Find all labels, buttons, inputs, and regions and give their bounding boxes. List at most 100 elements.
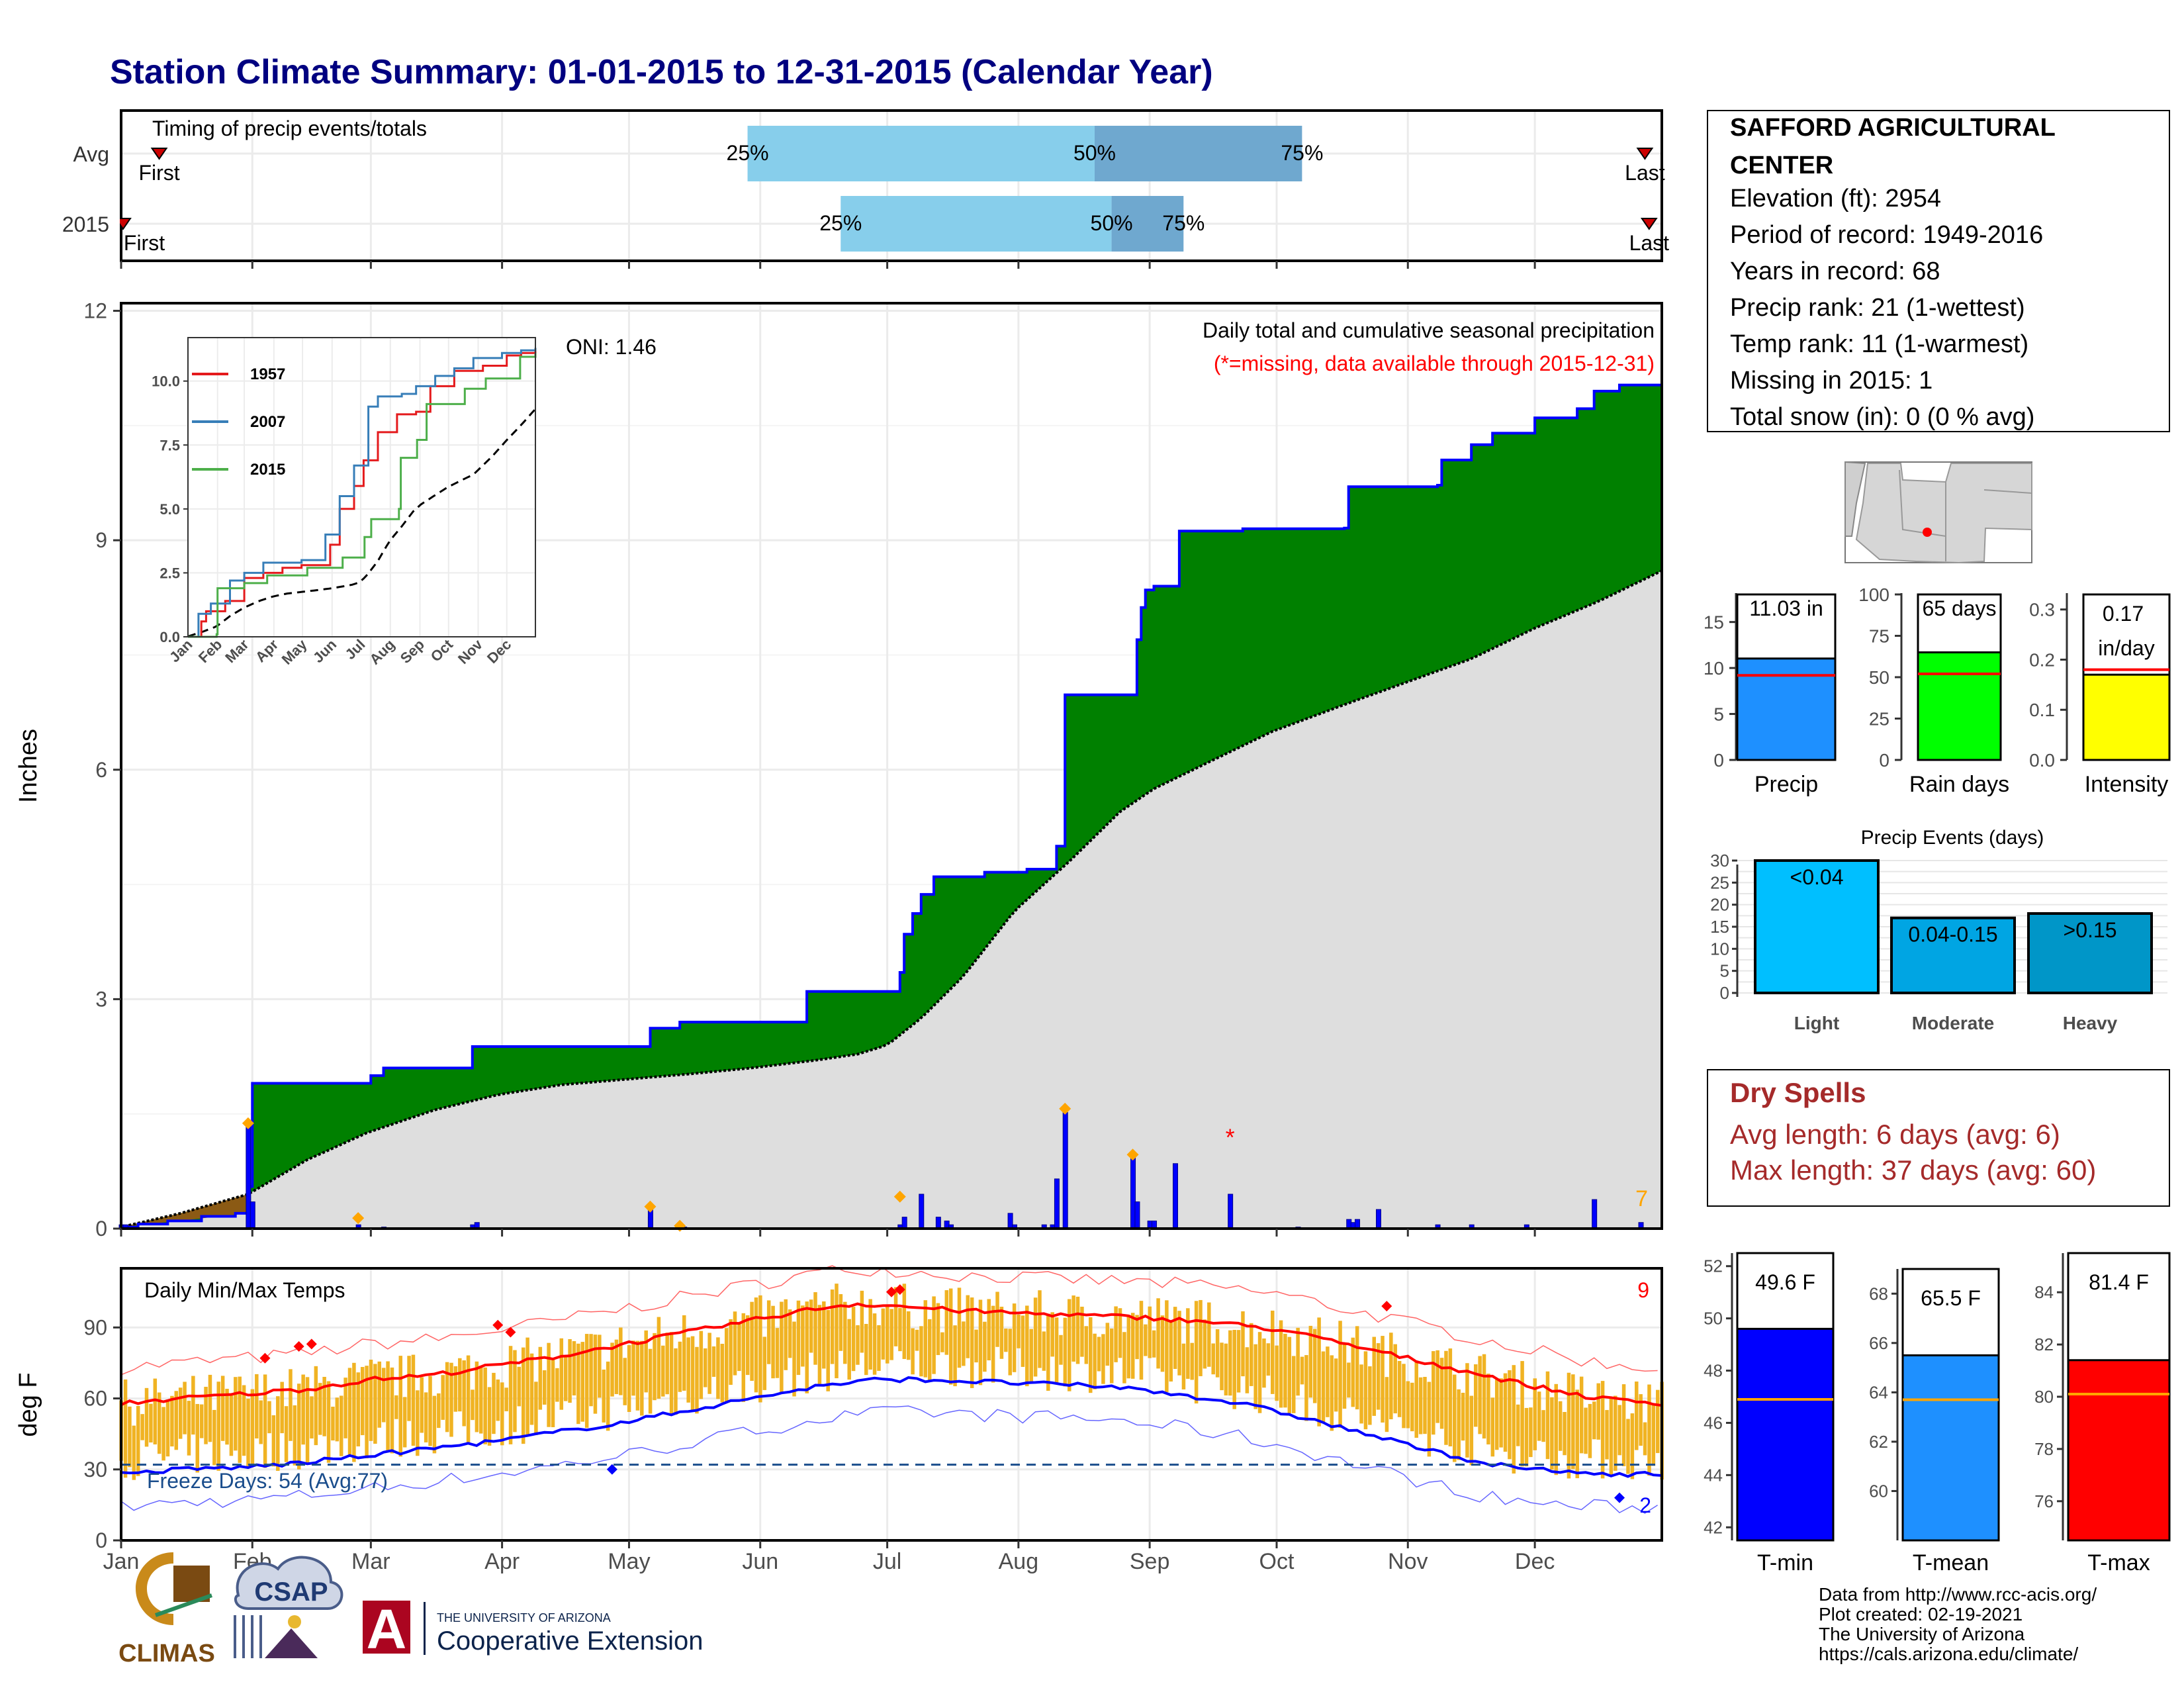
daily-temp-range-bar xyxy=(1177,1311,1181,1376)
record-high-line xyxy=(120,1265,1658,1376)
daily-temp-range-bar xyxy=(149,1403,153,1443)
daily-temp-range-bar xyxy=(619,1327,623,1395)
temp-summary-label: T-min xyxy=(1757,1550,1813,1575)
daily-temp-range-bar xyxy=(347,1368,352,1455)
daily-temp-range-bar xyxy=(1122,1332,1126,1383)
daily-temp-range-bar xyxy=(974,1329,978,1363)
main-y-tick-label: 12 xyxy=(83,299,107,323)
daily-temp-range-bar xyxy=(1432,1351,1435,1435)
credit-line: The University of Arizona xyxy=(1819,1624,2025,1644)
temp-summary-y-tick-label: 48 xyxy=(1704,1361,1723,1381)
daily-temp-range-bar xyxy=(1381,1336,1385,1423)
daily-temp-range-bar xyxy=(407,1356,411,1421)
daily-temp-range-bar xyxy=(255,1374,259,1439)
daily-temp-range-bar xyxy=(547,1342,551,1427)
daily-temp-range-bar xyxy=(153,1378,158,1445)
daily-temp-range-bar xyxy=(1097,1336,1101,1372)
temp-summary-label: T-mean xyxy=(1913,1550,1989,1575)
below-average-area xyxy=(121,1194,248,1227)
daily-temp-range-bar xyxy=(987,1299,991,1361)
last-event-label: Last xyxy=(1625,161,1665,185)
daily-temp-range-bar xyxy=(762,1336,767,1390)
daily-temp-range-bar xyxy=(598,1335,602,1398)
temp-summary-y-tick-label: 84 xyxy=(2034,1282,2054,1302)
summary-y-tick-label: 0.1 xyxy=(2029,700,2055,720)
daily-temp-range-bar xyxy=(678,1341,682,1392)
daily-temp-range-bar xyxy=(1236,1330,1241,1393)
daily-temp-range-bar xyxy=(970,1297,974,1388)
first-event-label: First xyxy=(124,231,165,255)
daily-temp-range-bar xyxy=(690,1336,695,1411)
daily-temp-range-bar xyxy=(1156,1298,1160,1369)
daily-temp-range-bar xyxy=(500,1382,504,1446)
daily-temp-range-bar xyxy=(1266,1343,1271,1376)
daily-temp-range-bar xyxy=(593,1335,598,1414)
summary-y-tick-label: 0.3 xyxy=(2029,600,2055,620)
daily-temp-range-bar xyxy=(796,1300,801,1376)
daily-temp-range-bar xyxy=(1199,1299,1203,1376)
inset-line-2007 xyxy=(188,348,537,638)
daily-temp-range-bar xyxy=(538,1346,543,1410)
daily-temp-range-bar xyxy=(1160,1315,1165,1372)
daily-temp-range-bar xyxy=(940,1332,944,1352)
main-panel-title-line1: Daily total and cumulative seasonal prec… xyxy=(1203,318,1655,342)
summary-bar-value xyxy=(1736,657,1837,761)
csap-logo-text: CSAP xyxy=(254,1577,328,1607)
daily-temp-range-bar xyxy=(724,1328,729,1402)
daily-temp-range-bar xyxy=(1617,1405,1621,1456)
ua-logo-letter: A xyxy=(367,1598,407,1660)
daily-temp-range-bar xyxy=(1499,1378,1503,1448)
daily-temp-range-bar xyxy=(1359,1364,1363,1424)
daily-temp-range-bar xyxy=(1600,1381,1605,1479)
daily-temp-range-bar xyxy=(1596,1383,1600,1440)
inches-axis-label: Inches xyxy=(15,729,42,803)
temp-summary-y-tick-label: 44 xyxy=(1704,1465,1723,1485)
daily-temp-range-bar xyxy=(886,1305,889,1364)
daily-temp-range-bar xyxy=(1651,1405,1656,1466)
daily-temp-range-bar xyxy=(898,1307,902,1352)
timing-q50-label: 50% xyxy=(1073,141,1116,165)
record-precip-marker xyxy=(352,1212,365,1225)
last-event-label: Last xyxy=(1629,231,1670,255)
daily-temp-range-bar xyxy=(771,1305,775,1379)
daily-temp-range-bar xyxy=(199,1404,204,1438)
daily-temp-range-bar xyxy=(1626,1419,1630,1474)
daily-temp-range-bar xyxy=(640,1340,644,1416)
daily-temp-range-bar xyxy=(280,1382,284,1434)
daily-temp-range-bar xyxy=(373,1364,377,1444)
daily-temp-range-bar xyxy=(733,1311,737,1376)
daily-temp-range-bar xyxy=(627,1345,631,1412)
events-y-tick-label: 25 xyxy=(1710,872,1729,892)
daily-temp-range-bar xyxy=(1334,1358,1338,1412)
daily-temp-range-bar xyxy=(559,1338,564,1410)
daily-temp-range-bar xyxy=(602,1370,606,1423)
daily-temp-range-bar xyxy=(326,1381,331,1463)
daily-temp-range-bar xyxy=(365,1366,369,1459)
daily-temp-range-bar xyxy=(140,1414,144,1440)
summary-bar-charts: 0 5 10 15 11.03 in Precip 0 25 50 75 100 65 days Rai… xyxy=(1704,585,2171,797)
summary-bar-value xyxy=(1917,651,2002,761)
daily-temp-range-bar xyxy=(220,1376,225,1441)
daily-temp-range-bar xyxy=(839,1294,843,1351)
daily-temp-range-bar xyxy=(1063,1317,1068,1387)
daily-temp-range-bar xyxy=(441,1375,445,1420)
daily-temp-range-bar xyxy=(1093,1333,1097,1389)
daily-temp-range-bar xyxy=(1004,1328,1008,1352)
temp-summary-y-tick-label: 82 xyxy=(2034,1335,2054,1354)
credit-line: https://cals.arizona.edu/climate/ xyxy=(1819,1644,2078,1664)
daily-temp-range-bar xyxy=(1186,1308,1190,1379)
daily-temp-range-bar xyxy=(576,1343,580,1425)
daily-temp-range-bar xyxy=(144,1387,149,1447)
daily-temp-range-bar xyxy=(1232,1329,1236,1409)
daily-temp-range-bar xyxy=(1486,1374,1490,1445)
daily-temp-range-bar xyxy=(1355,1326,1359,1410)
main-y-tick-label: 9 xyxy=(95,528,107,552)
daily-temp-range-bar xyxy=(1194,1301,1199,1404)
daily-temp-range-bar xyxy=(276,1396,280,1471)
summary-bar-label: Precip xyxy=(1754,772,1818,797)
daily-temp-range-bar xyxy=(784,1299,788,1370)
daily-temp-range-bar xyxy=(614,1339,619,1395)
daily-temp-range-bar xyxy=(1410,1382,1414,1432)
daily-temp-range-bar xyxy=(508,1346,513,1444)
missing-data-marker: * xyxy=(1226,1123,1235,1150)
